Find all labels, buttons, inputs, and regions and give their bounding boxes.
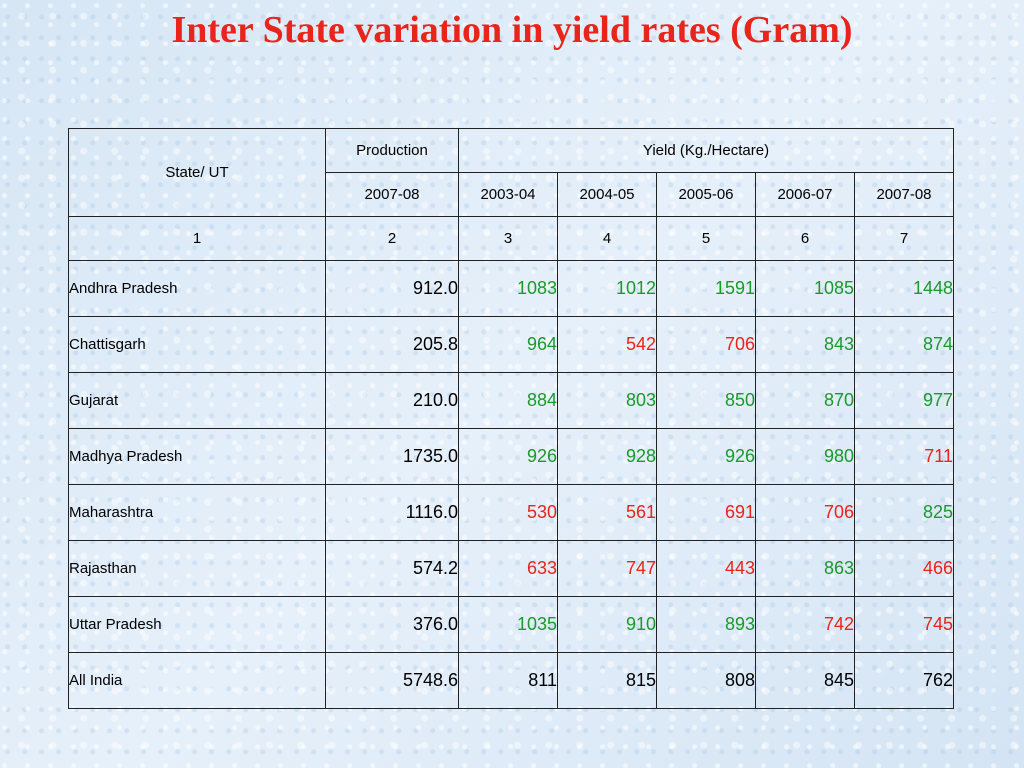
yield-cell: 825 — [854, 484, 954, 541]
state-name-cell: All India — [68, 652, 326, 709]
yield-cell: 706 — [755, 484, 855, 541]
yield-cell: 1085 — [755, 260, 855, 317]
header-row-1: State/ UT Production Yield (Kg./Hectare) — [68, 128, 954, 217]
yield-cell: 561 — [557, 484, 657, 541]
column-number: 7 — [854, 216, 954, 261]
yield-cell: 466 — [854, 540, 954, 597]
column-number: 3 — [458, 216, 558, 261]
production-cell: 205.8 — [325, 316, 459, 373]
yield-cell: 747 — [557, 540, 657, 597]
yield-cell: 811 — [458, 652, 558, 709]
state-header: State/ UT — [68, 128, 326, 217]
yield-cell: 1448 — [854, 260, 954, 317]
state-name-cell: Madhya Pradesh — [68, 428, 326, 485]
production-cell: 5748.6 — [325, 652, 459, 709]
year-header: 2005-06 — [656, 172, 756, 217]
table-row: Chattisgarh 205.8 964 542 706 843 874 — [68, 316, 954, 373]
state-name-cell: Chattisgarh — [68, 316, 326, 373]
state-name-cell: Rajasthan — [68, 540, 326, 597]
year-header: 2007-08 — [325, 172, 459, 217]
yield-cell: 926 — [656, 428, 756, 485]
yield-cell: 745 — [854, 596, 954, 653]
yield-cell: 1035 — [458, 596, 558, 653]
column-number-row: 1 2 3 4 5 6 7 — [68, 216, 954, 261]
yield-cell: 893 — [656, 596, 756, 653]
production-cell: 210.0 — [325, 372, 459, 429]
column-number: 1 — [68, 216, 326, 261]
slide-title: Inter State variation in yield rates (Gr… — [171, 9, 853, 51]
yield-cell: 530 — [458, 484, 558, 541]
yield-cell: 742 — [755, 596, 855, 653]
yield-cell: 762 — [854, 652, 954, 709]
yield-header: Yield (Kg./Hectare) — [458, 128, 954, 173]
table-row: Andhra Pradesh 912.0 1083 1012 1591 1085 1448 — [68, 260, 954, 317]
state-name-cell: Uttar Pradesh — [68, 596, 326, 653]
state-name-cell: Maharashtra — [68, 484, 326, 541]
yield-table: State/ UT Production Yield (Kg./Hectare)… — [68, 128, 954, 709]
production-cell: 912.0 — [325, 260, 459, 317]
column-number: 2 — [325, 216, 459, 261]
year-header: 2006-07 — [755, 172, 855, 217]
yield-cell: 863 — [755, 540, 855, 597]
yield-cell: 843 — [755, 316, 855, 373]
header-row-2: 2007-08 2003-04 2004-05 2005-06 2006-07 … — [69, 172, 954, 217]
yield-cell: 443 — [656, 540, 756, 597]
production-cell: 1735.0 — [325, 428, 459, 485]
yield-cell: 633 — [458, 540, 558, 597]
yield-cell: 1012 — [557, 260, 657, 317]
yield-cell: 845 — [755, 652, 855, 709]
yield-cell: 980 — [755, 428, 855, 485]
yield-cell: 874 — [854, 316, 954, 373]
yield-cell: 542 — [557, 316, 657, 373]
state-name-cell: Gujarat — [68, 372, 326, 429]
yield-cell: 691 — [656, 484, 756, 541]
table-row: Uttar Pradesh 376.0 1035 910 893 742 745 — [68, 596, 954, 653]
yield-cell: 803 — [557, 372, 657, 429]
yield-cell: 926 — [458, 428, 558, 485]
table-row: Madhya Pradesh 1735.0 926 928 926 980 711 — [68, 428, 954, 485]
yield-cell: 1591 — [656, 260, 756, 317]
yield-cell: 870 — [755, 372, 855, 429]
table-row: Rajasthan 574.2 633 747 443 863 466 — [68, 540, 954, 597]
yield-cell: 884 — [458, 372, 558, 429]
column-number: 4 — [557, 216, 657, 261]
production-header: Production — [325, 128, 459, 173]
state-name-cell: Andhra Pradesh — [68, 260, 326, 317]
year-header: 2007-08 — [854, 172, 954, 217]
yield-cell: 910 — [557, 596, 657, 653]
table-row: All India 5748.6 811 815 808 845 762 — [68, 652, 954, 709]
yield-cell: 711 — [854, 428, 954, 485]
production-cell: 1116.0 — [325, 484, 459, 541]
yield-cell: 808 — [656, 652, 756, 709]
production-cell: 376.0 — [325, 596, 459, 653]
production-cell: 574.2 — [325, 540, 459, 597]
table-row: Maharashtra 1116.0 530 561 691 706 825 — [68, 484, 954, 541]
yield-cell: 815 — [557, 652, 657, 709]
table-row: Gujarat 210.0 884 803 850 870 977 — [68, 372, 954, 429]
yield-cell: 964 — [458, 316, 558, 373]
yield-cell: 706 — [656, 316, 756, 373]
year-header: 2003-04 — [458, 172, 558, 217]
year-header: 2004-05 — [557, 172, 657, 217]
yield-cell: 928 — [557, 428, 657, 485]
yield-cell: 1083 — [458, 260, 558, 317]
yield-cell: 977 — [854, 372, 954, 429]
column-number: 6 — [755, 216, 855, 261]
yield-cell: 850 — [656, 372, 756, 429]
column-number: 5 — [656, 216, 756, 261]
